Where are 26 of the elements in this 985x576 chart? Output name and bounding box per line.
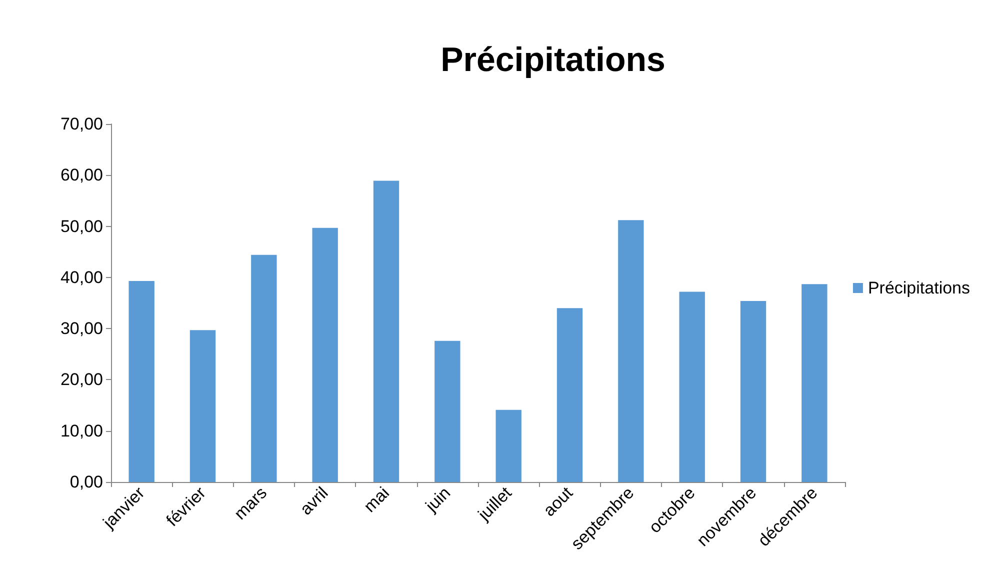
y-tick-label: 30,00 [60, 319, 103, 338]
y-tick-label: 50,00 [60, 216, 103, 236]
bar [740, 300, 766, 482]
chart-title: Précipitations [440, 41, 666, 79]
x-tick-label: avril [296, 483, 332, 519]
x-tick-label: mai [360, 483, 393, 516]
x-tick-label: juin [421, 483, 454, 516]
y-tick-label: 20,00 [60, 370, 103, 390]
y-tick-label: 60,00 [60, 166, 103, 185]
legend-label: Précipitations [868, 278, 970, 298]
bar [434, 340, 460, 482]
bar [373, 180, 400, 482]
y-tick-label: 40,00 [60, 268, 103, 287]
y-tick-label: 10,00 [60, 421, 103, 440]
bar [679, 292, 705, 482]
bar [556, 308, 583, 482]
bar [802, 284, 828, 482]
bar [618, 220, 644, 482]
y-tick-label: 0,00 [70, 472, 103, 492]
bar [190, 330, 216, 482]
bar [251, 254, 277, 482]
y-tick-label: 70,00 [60, 114, 103, 134]
bar [128, 281, 154, 482]
bar [496, 410, 522, 482]
bar [312, 228, 338, 482]
x-tick-label: aout [540, 483, 577, 520]
